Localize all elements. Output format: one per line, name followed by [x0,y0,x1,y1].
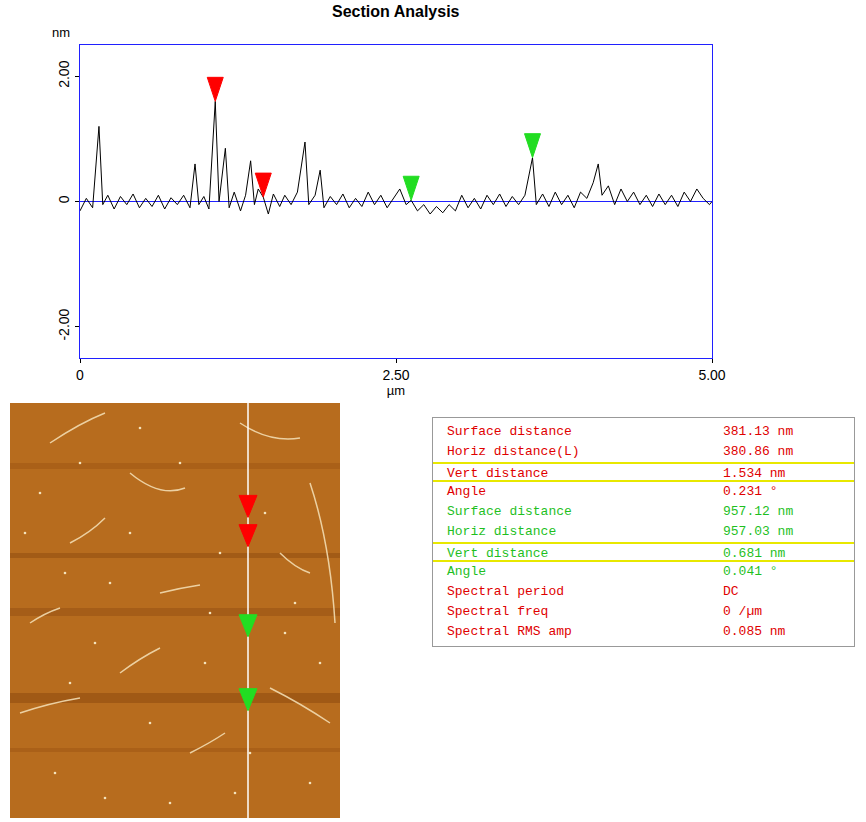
html-text:0 /µm: 0 /µm [723,604,762,619]
html-text:Surface distance: Surface distance [447,504,572,519]
svg-text:5.00: 5.00 [698,367,725,383]
svg-text:nm: nm [52,25,70,40]
html-text:Spectral RMS amp: Spectral RMS amp [447,624,572,639]
html-text:0.231 °: 0.231 ° [723,484,778,499]
html-text:DC: DC [723,584,739,599]
html-text:Angle: Angle [447,484,486,499]
html-text:Vert distance: Vert distance [447,546,549,561]
html-text:1.534 nm: 1.534 nm [723,466,786,481]
html-text:380.86 nm: 380.86 nm [723,444,794,459]
svg-text:0: 0 [56,195,72,203]
html-text:Spectral freq: Spectral freq [447,604,549,619]
html-text:0.085 nm: 0.085 nm [723,624,786,639]
html-text:381.13 nm: 381.13 nm [723,424,794,439]
svg-text:2.00: 2.00 [56,60,72,87]
svg-text:-2.00: -2.00 [56,308,72,340]
html-text:0.041 °: 0.041 ° [723,564,778,579]
svg-text:µm: µm [387,383,405,398]
svg-text:2.50: 2.50 [382,367,409,383]
svg-text:0: 0 [76,367,84,383]
html-text:0.681 nm: 0.681 nm [723,546,786,561]
html-text:Horiz distance: Horiz distance [447,524,557,539]
html-text:Spectral period: Spectral period [447,584,564,599]
html-text:Horiz distance(L): Horiz distance(L) [447,444,580,459]
html-text:957.12 nm: 957.12 nm [723,504,794,519]
html-text:Surface distance: Surface distance [447,424,572,439]
svg-text:Section Analysis: Section Analysis [332,3,460,20]
html-text:Angle: Angle [447,564,486,579]
html-text:Vert distance: Vert distance [447,466,549,481]
html-text:957.03 nm: 957.03 nm [723,524,794,539]
